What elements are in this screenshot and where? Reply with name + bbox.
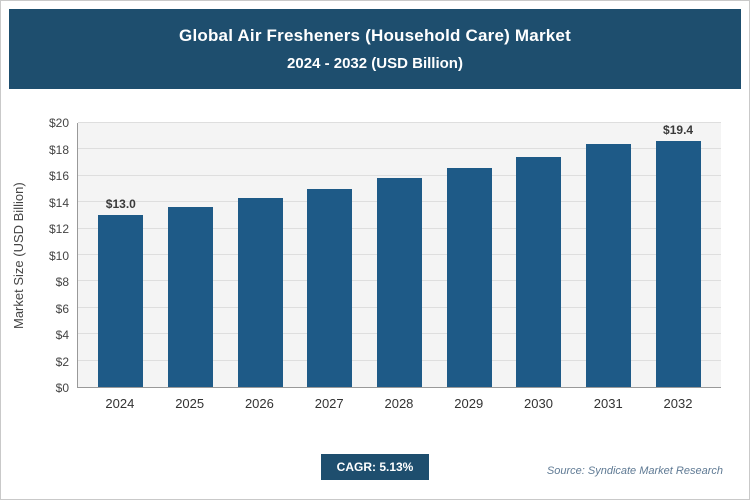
chart-title-line2: 2024 - 2032 (USD Billion) xyxy=(287,55,463,72)
bar-column xyxy=(302,123,358,387)
x-tick-label: 2026 xyxy=(244,396,274,411)
y-tick-label: $8 xyxy=(55,275,69,289)
chart-bar xyxy=(516,157,562,387)
chart-title-banner: Global Air Fresheners (Household Care) M… xyxy=(9,9,741,89)
x-tick-label: 2031 xyxy=(593,396,623,411)
x-tick-label: 2027 xyxy=(314,396,344,411)
bar-column xyxy=(511,123,567,387)
y-tick-label: $16 xyxy=(48,169,69,183)
x-tick-label: 2032 xyxy=(663,396,693,411)
y-tick-label: $6 xyxy=(55,301,69,316)
chart-container: Market Size (USD Billion) $0 $2 $4 $6 $8 $10 $… xyxy=(11,116,721,411)
chart-bar xyxy=(307,189,353,387)
bar-column: $19.4 xyxy=(650,123,706,387)
source-credit: Source: Syndicate Market Research xyxy=(546,465,723,477)
y-tick-label: $4 xyxy=(55,328,69,342)
y-tick-label: $20 xyxy=(48,116,69,130)
x-tick-label: 2025 xyxy=(175,396,205,411)
plot-row: $0 $2 $4 $6 $8 $10 $12 $14 $16 $18 $20 $13.0 $19.4 xyxy=(33,116,721,395)
chart-bar xyxy=(376,178,422,387)
chart-title-line1: Global Air Fresheners (Household Care) M… xyxy=(179,26,571,45)
chart-footer: CAGR: 5.13% Source: Syndicate Market Res… xyxy=(1,453,749,481)
x-tick-label: 2030 xyxy=(524,396,553,411)
chart-bar xyxy=(446,167,492,387)
x-tick-label: 2028 xyxy=(384,396,414,411)
y-tick-label: $10 xyxy=(48,248,69,263)
y-tick-label: $12 xyxy=(48,222,69,236)
x-axis-row: 2024 2025 2026 2027 2028 2029 2030 2031 2032 xyxy=(33,396,721,411)
bar-column xyxy=(580,123,636,387)
chart-bar xyxy=(585,144,631,387)
bar-column xyxy=(441,123,497,387)
chart-main: $0 $2 $4 $6 $8 $10 $12 $14 $16 $18 $20 $13.0 $19.4 … xyxy=(33,116,721,411)
y-tick-label: $2 xyxy=(55,354,69,369)
bar-value-label: $13.0 xyxy=(105,197,136,212)
x-tick-label: 2024 xyxy=(105,396,135,411)
x-axis-spacer xyxy=(33,396,77,411)
cagr-badge: CAGR: 5.13% xyxy=(320,454,430,480)
bar-column: $13.0 xyxy=(93,123,149,387)
chart-bar xyxy=(655,141,701,387)
plot-area: $13.0 $19.4 xyxy=(77,122,721,388)
x-tick-label: 2029 xyxy=(454,396,484,411)
gridline xyxy=(78,174,721,176)
x-labels: 2024 2025 2026 2027 2028 2029 2030 2031 2032 xyxy=(77,396,721,411)
chart-bar xyxy=(237,198,283,387)
y-tick-label: $0 xyxy=(55,381,69,395)
gridline xyxy=(78,122,721,123)
y-tick-label: $14 xyxy=(48,195,69,210)
bar-column xyxy=(162,123,218,387)
chart-bar xyxy=(98,215,144,387)
bar-value-label: $19.4 xyxy=(663,123,694,137)
chart-bar xyxy=(167,207,214,387)
bar-column xyxy=(371,123,427,387)
y-axis-title: Market Size (USD Billion) xyxy=(11,182,26,329)
bar-column xyxy=(232,123,288,387)
bars: $13.0 $19.4 xyxy=(78,123,721,387)
y-ticks: $0 $2 $4 $6 $8 $10 $12 $14 $16 $18 $20 xyxy=(33,116,77,395)
gridline xyxy=(78,148,721,150)
y-tick-label: $18 xyxy=(48,142,69,157)
